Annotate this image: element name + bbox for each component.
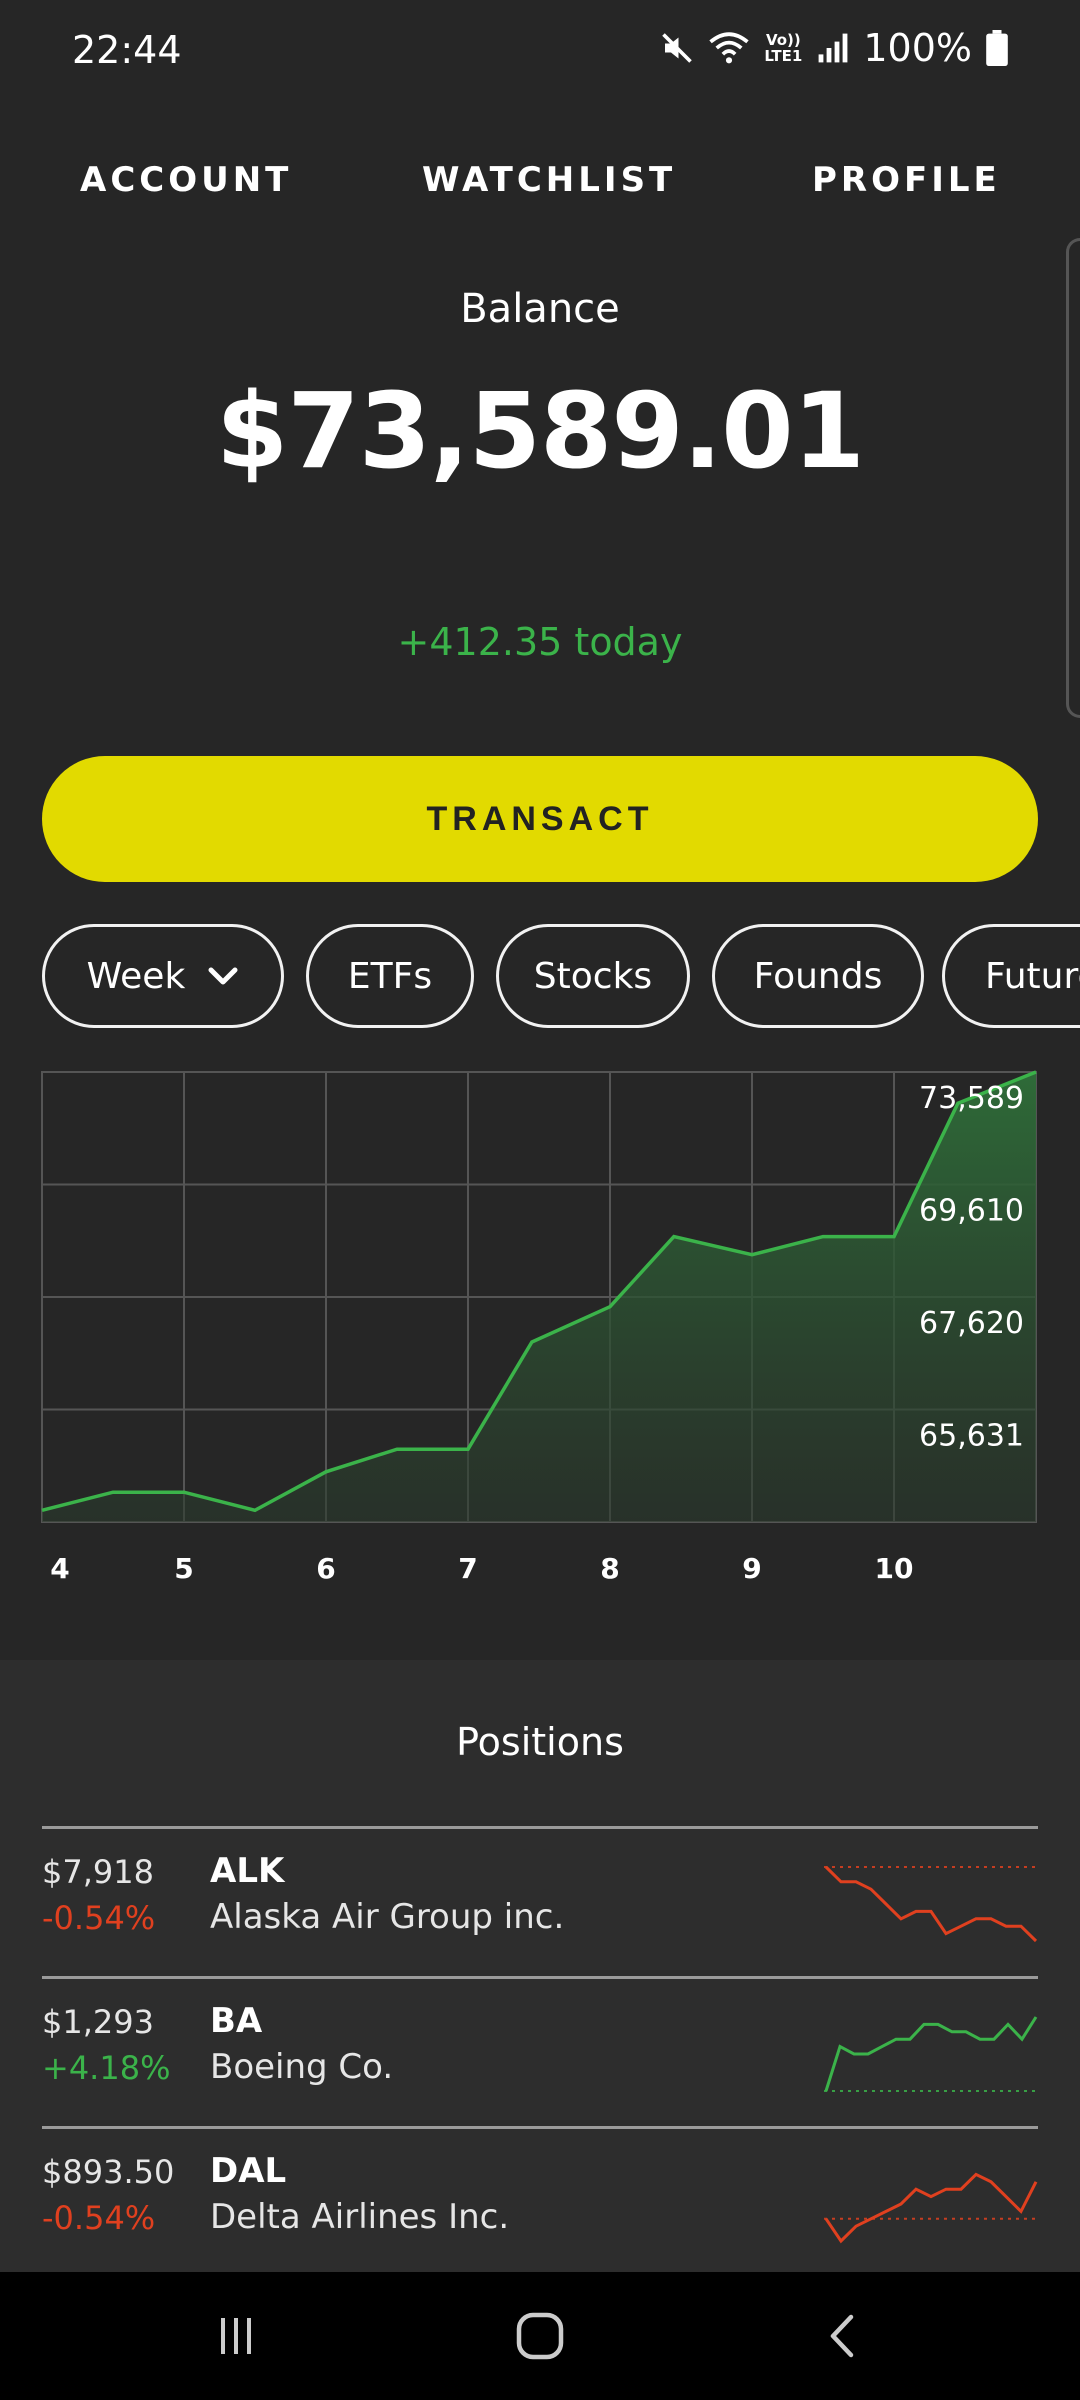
status-bar: 22:44 Vo)) LTE1 100% <box>0 0 1080 108</box>
nav-profile[interactable]: PROFILE <box>812 160 1001 200</box>
sparkline <box>824 2172 1038 2244</box>
balance-value: $73,589.01 <box>216 370 865 492</box>
x-tick-label: 6 <box>316 1552 335 1585</box>
top-nav: ACCOUNT WATCHLIST PROFILE <box>0 160 1080 220</box>
position-name: Alaska Air Group inc. <box>210 1897 565 1937</box>
recent-apps-icon <box>221 2318 251 2354</box>
week-dropdown[interactable]: Week <box>42 924 284 1028</box>
mute-icon <box>659 30 695 66</box>
positions-section: Positions $7,918 -0.54% ALK Alaska Air G… <box>0 1660 1080 2272</box>
home-icon <box>516 2312 564 2360</box>
transact-button[interactable]: TRANSACT <box>42 756 1038 882</box>
status-icons: Vo)) LTE1 100% <box>659 26 1008 70</box>
filter-founds[interactable]: Founds <box>712 924 924 1028</box>
balance-label: Balance <box>460 286 620 332</box>
positions-title: Positions <box>456 1720 624 1764</box>
sparkline-path <box>824 2016 1038 2092</box>
battery-percent: 100% <box>863 26 972 70</box>
y-tick-label: 69,610 <box>919 1194 1024 1229</box>
battery-icon <box>986 30 1008 66</box>
system-nav-bar <box>0 2272 1080 2400</box>
x-tick-label: 5 <box>174 1552 193 1585</box>
back-icon <box>830 2314 854 2358</box>
balance-area <box>42 1072 1036 1522</box>
wifi-icon <box>709 30 750 66</box>
position-value: $893.50 <box>42 2153 175 2191</box>
y-tick-label: 67,620 <box>919 1306 1024 1341</box>
position-change: -0.54% <box>42 2199 156 2237</box>
position-row-ba[interactable]: $1,293 +4.18% BA Boeing Co. <box>42 1976 1038 2126</box>
position-ticker: ALK <box>210 1851 285 1891</box>
position-row-dal[interactable]: $893.50 -0.54% DAL Delta Airlines Inc. <box>42 2126 1038 2276</box>
x-tick-label: 7 <box>458 1552 477 1585</box>
sparkline-path <box>824 2172 1038 2244</box>
x-tick-label: 8 <box>600 1552 619 1585</box>
week-dropdown-label: Week <box>86 955 186 997</box>
position-name: Boeing Co. <box>210 2047 394 2087</box>
position-change: -0.54% <box>42 1899 156 1937</box>
sparkline <box>824 2016 1038 2092</box>
y-tick-label: 65,631 <box>919 1419 1024 1454</box>
balance-chart: 73,589 69,610 67,620 65,631 4 5 6 7 8 9 10 <box>41 1070 1037 1585</box>
balance-change-today: +412.35 today <box>397 620 683 664</box>
nav-account[interactable]: ACCOUNT <box>80 160 293 200</box>
position-ticker: DAL <box>210 2151 287 2191</box>
back-button[interactable] <box>804 2306 884 2366</box>
filter-chips: Week ETFs Stocks Founds Futures <box>42 924 1080 1028</box>
sparkline <box>824 1865 1038 1943</box>
home-button[interactable] <box>500 2306 580 2366</box>
position-change: +4.18% <box>42 2049 171 2087</box>
position-row-alk[interactable]: $7,918 -0.54% ALK Alaska Air Group inc. <box>42 1826 1038 1976</box>
status-time: 22:44 <box>72 28 182 72</box>
filter-stocks[interactable]: Stocks <box>496 924 690 1028</box>
x-tick-label: 4 <box>50 1552 69 1585</box>
position-name: Delta Airlines Inc. <box>210 2197 510 2237</box>
position-value: $1,293 <box>42 2003 154 2041</box>
position-value: $7,918 <box>42 1853 154 1891</box>
position-ticker: BA <box>210 2001 263 2041</box>
side-panel-handle[interactable] <box>1066 238 1080 718</box>
recent-apps-button[interactable] <box>196 2306 276 2366</box>
filter-etfs[interactable]: ETFs <box>306 924 474 1028</box>
x-tick-label: 10 <box>875 1552 914 1585</box>
y-tick-label: 73,589 <box>919 1081 1024 1116</box>
sparkline-path <box>824 1865 1038 1943</box>
x-tick-label: 9 <box>742 1552 761 1585</box>
chevron-down-icon <box>207 956 239 997</box>
signal-icon <box>817 32 849 64</box>
nav-watchlist[interactable]: WATCHLIST <box>422 160 677 200</box>
filter-futures[interactable]: Futures <box>942 924 1080 1028</box>
volte-icon: Vo)) LTE1 <box>764 31 803 65</box>
